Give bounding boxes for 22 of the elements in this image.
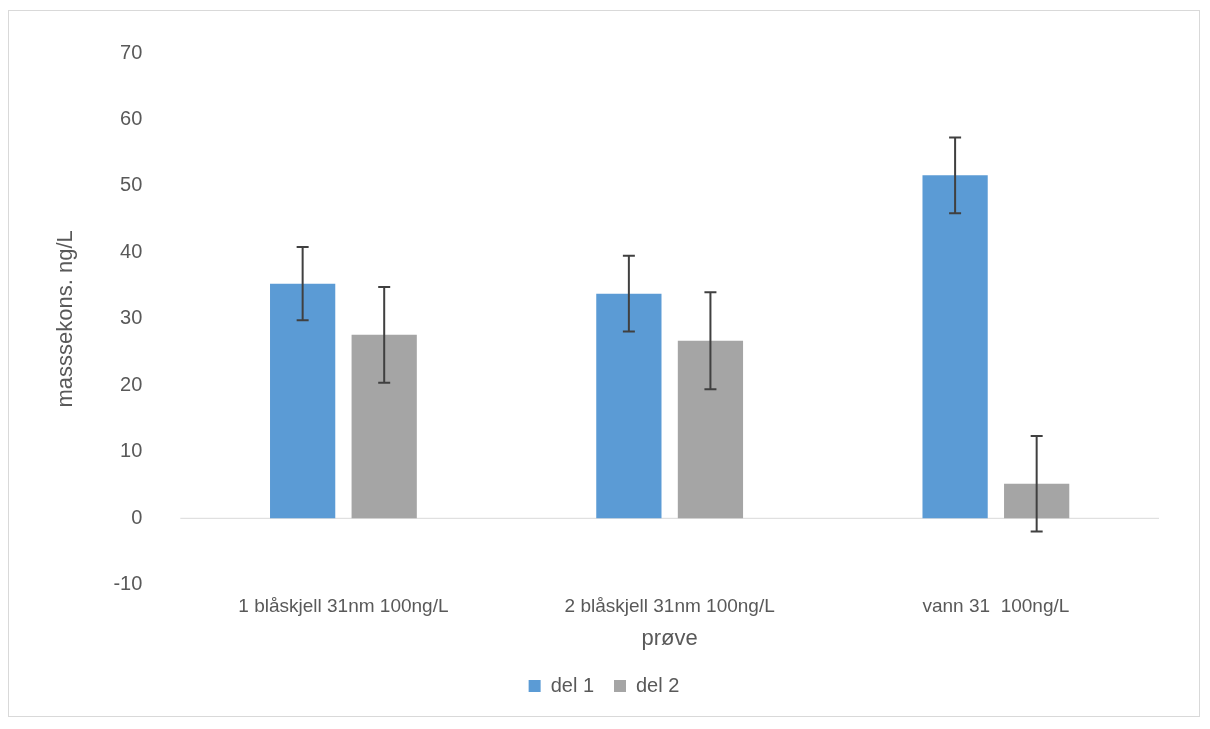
bar: [270, 283, 336, 519]
y-axis-title: masssekons. ng/L: [52, 230, 78, 408]
y-tick-label: 70: [120, 40, 143, 63]
y-tick-label: 20: [120, 372, 143, 395]
y-tick-label: 10: [120, 439, 143, 462]
bar: [351, 334, 417, 519]
y-tick-label: 50: [120, 173, 143, 196]
bar: [1004, 483, 1070, 519]
y-tick-label: 60: [120, 106, 143, 129]
x-tick-label: 1 blåskjell 31nm 100ng/L: [238, 595, 449, 617]
x-tick-label: 2 blåskjell 31nm 100ng/L: [564, 595, 775, 617]
y-tick-label: 40: [120, 239, 143, 262]
y-tick-label: 30: [120, 306, 143, 329]
x-tick-label: vann 31 100ng/L: [922, 595, 1070, 617]
y-tick-label: -10: [113, 572, 143, 595]
y-tick-label: 0: [131, 505, 143, 528]
bar: [922, 175, 988, 519]
x-axis-title: prøve: [641, 624, 698, 650]
legend-label: del 1: [550, 673, 595, 696]
legend-label: del 2: [636, 673, 680, 696]
bar: [596, 293, 662, 519]
bar: [677, 340, 744, 519]
